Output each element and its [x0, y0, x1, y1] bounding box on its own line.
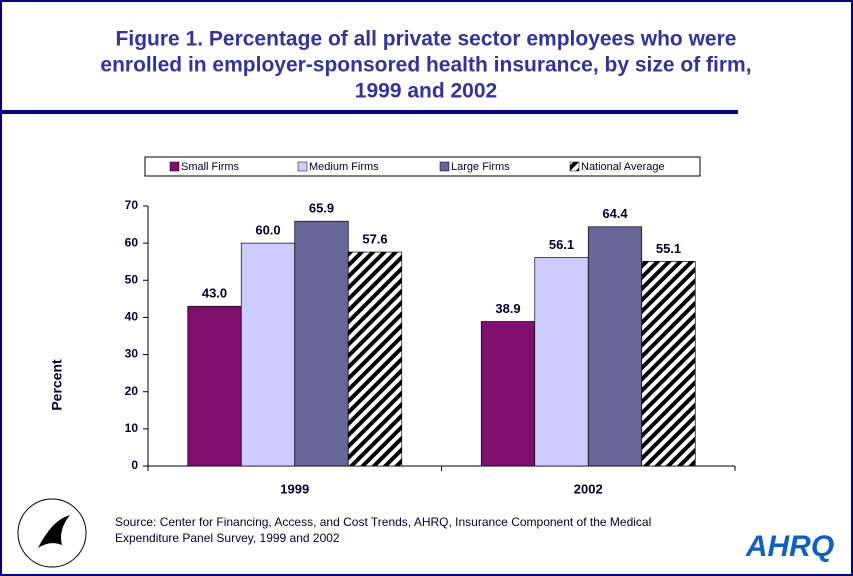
y-axis-label: Percent	[49, 359, 65, 411]
logo: AHRQ	[745, 530, 834, 563]
x-tick-label: 2002	[574, 481, 603, 496]
y-tick-label: 10	[125, 421, 139, 435]
legend-label: Small Firms	[181, 161, 240, 173]
x-tick-label: 1999	[280, 481, 309, 496]
y-tick-label: 0	[131, 458, 138, 472]
legend-label: National Average	[581, 161, 665, 173]
value-label: 64.4	[602, 206, 628, 221]
bar	[240, 242, 296, 467]
legend-box	[144, 156, 701, 177]
legend-label: Large Firms	[451, 161, 510, 173]
legend-swatch	[439, 161, 450, 172]
chart-title: 1999 and 2002	[355, 80, 497, 103]
legend-swatch	[169, 161, 180, 172]
value-label: 56.1	[549, 237, 574, 252]
bar	[480, 321, 536, 467]
bar	[347, 251, 403, 467]
legend-swatch	[569, 161, 580, 172]
y-tick-label: 60	[125, 235, 139, 249]
hhs-seal	[17, 498, 87, 568]
bar	[641, 260, 696, 467]
title-rule	[0, 110, 738, 114]
source-note: Expenditure Panel Survey, 1999 and 2002	[115, 531, 340, 545]
source-note: Source: Center for Financing, Access, an…	[115, 515, 651, 529]
y-tick-label: 40	[125, 310, 139, 324]
bar	[187, 305, 242, 467]
y-tick-label: 20	[125, 384, 139, 398]
legend-swatch	[297, 161, 308, 172]
value-label: 60.0	[255, 223, 280, 238]
y-tick-label: 50	[125, 272, 139, 286]
legend-label: Medium Firms	[309, 161, 379, 173]
value-label: 38.9	[495, 301, 520, 316]
value-label: 57.6	[362, 231, 387, 246]
value-label: 65.9	[309, 201, 334, 216]
y-tick-label: 30	[125, 347, 139, 361]
y-tick-label: 70	[125, 198, 139, 212]
value-label: 43.0	[202, 286, 227, 301]
chart-title: Figure 1. Percentage of all private sect…	[116, 28, 737, 51]
bar	[534, 257, 589, 467]
bar	[294, 220, 349, 467]
value-label: 55.1	[656, 241, 681, 256]
bar	[587, 226, 643, 467]
chart-title: enrolled in employer-sponsored health in…	[100, 54, 751, 77]
